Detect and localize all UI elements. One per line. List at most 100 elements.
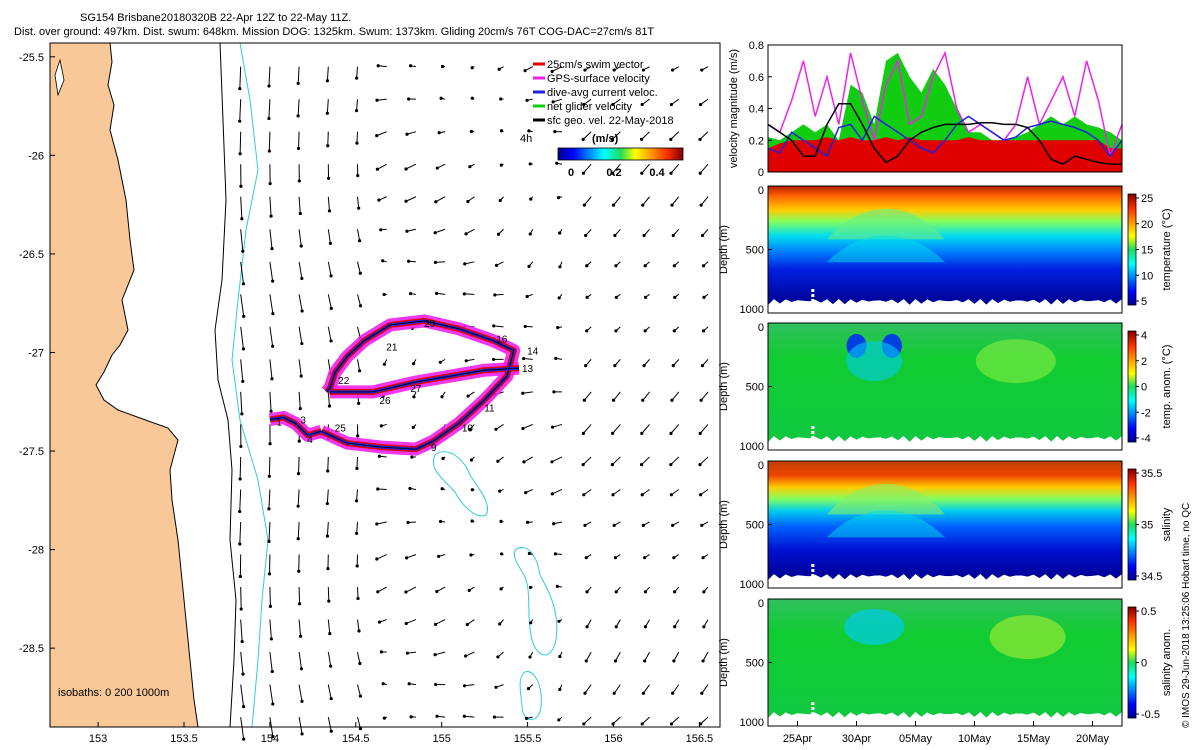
geo-arrowhead — [584, 659, 588, 663]
geo-arrowhead — [296, 114, 300, 118]
geo-arrowhead — [439, 96, 443, 100]
geo-arrowhead — [669, 102, 673, 107]
waypoint-label: 14 — [527, 347, 539, 358]
geo-arrowhead — [526, 520, 530, 524]
geo-arrow — [434, 228, 446, 234]
geo-arrow — [612, 716, 621, 725]
colorbar-tick-label: -2 — [1141, 407, 1151, 419]
geo-arrowhead — [701, 556, 705, 560]
geo-arrowhead — [670, 68, 675, 72]
geo-arrowhead — [404, 167, 408, 171]
geo-arrow — [327, 619, 331, 634]
geo-arrowhead — [671, 233, 675, 238]
geo-arrowhead — [409, 715, 413, 719]
date-tick-label: 30Apr — [842, 733, 872, 745]
map-ytick-label: -26.5 — [19, 249, 44, 261]
geo-arrowhead — [325, 79, 330, 83]
colorbar-tick-label: 2 — [1141, 356, 1147, 368]
geo-arrowhead — [382, 716, 386, 720]
geo-arrowhead — [437, 131, 441, 135]
geo-arrow — [670, 456, 680, 465]
geo-arrowhead — [267, 507, 271, 511]
geo-arrowhead — [639, 462, 644, 467]
geo-arrowhead — [700, 233, 705, 238]
date-tick-label: 10May — [958, 733, 992, 745]
waypoint-label: 20 — [424, 319, 436, 330]
geo-arrow — [239, 521, 242, 545]
colorbar-tick-label: 20 — [1141, 219, 1153, 231]
geo-arrowhead — [300, 732, 304, 736]
geo-arrowhead — [499, 129, 504, 133]
geo-arrowhead — [585, 295, 589, 299]
geo-arrowhead — [673, 590, 677, 594]
geo-arrowhead — [521, 391, 525, 395]
geo-arrowhead — [267, 539, 271, 543]
section-field — [768, 186, 1122, 305]
geo-arrowhead — [327, 404, 332, 408]
legend-label-dac: dive-avg current veloc. — [547, 87, 658, 99]
map-xtick-label: 156.5 — [686, 733, 714, 745]
date-tick-label: 05May — [899, 733, 933, 745]
geo-arrow — [522, 423, 533, 429]
geo-arrow — [239, 456, 242, 479]
geo-arrowhead — [470, 96, 474, 100]
geo-arrowhead — [525, 294, 529, 299]
geo-arrowhead — [702, 625, 706, 629]
geo-arrow — [701, 684, 709, 694]
geo-arrow — [583, 716, 592, 725]
geo-arrow — [356, 521, 359, 534]
colorbar-tick-label: 34.5 — [1141, 571, 1162, 583]
geo-arrowhead — [327, 599, 331, 603]
geo-arrow — [641, 424, 650, 434]
geo-arrowhead — [640, 493, 644, 497]
geo-arrowhead — [296, 472, 301, 476]
geo-arrowhead — [329, 339, 333, 343]
geo-arrowhead — [552, 390, 556, 394]
section-panel-temperature: 0 500 1000 Depth (m) 25 20 15 10 5 temperature (°… — [718, 185, 1173, 316]
geo-arrowhead — [404, 199, 408, 203]
geo-arrowhead — [438, 519, 443, 524]
geo-arrow — [356, 66, 359, 79]
section-ytick-label: 1000 — [740, 441, 764, 453]
geo-arrowhead — [582, 203, 586, 207]
geo-arrow — [239, 489, 242, 512]
geo-arrowhead — [700, 691, 704, 695]
geo-arrow — [297, 489, 300, 507]
geo-arrow — [269, 229, 273, 249]
geo-arrowhead — [358, 661, 362, 666]
geo-arrowhead — [523, 68, 527, 73]
salty-anomaly — [989, 615, 1066, 660]
map-colorbar-tick: 0 — [568, 167, 574, 179]
colorbar-tick-label: 5 — [1141, 296, 1147, 308]
geo-arrow — [435, 196, 446, 203]
geo-arrowhead — [440, 64, 445, 69]
geo-arrowhead — [583, 68, 587, 72]
geo-arrowhead — [558, 231, 562, 235]
vel-ytick-label: 0 — [758, 167, 764, 179]
eddy-feature — [827, 510, 945, 538]
map-ytick-label: -27.5 — [19, 446, 44, 458]
geo-arrowhead — [553, 130, 557, 134]
geo-arrowhead — [669, 171, 673, 175]
geo-arrowhead — [434, 682, 438, 687]
geo-arrow — [551, 456, 563, 463]
geo-arrowhead — [497, 67, 501, 71]
geo-arrow — [298, 359, 302, 377]
geo-arrowhead — [433, 260, 438, 265]
eddy-feature — [827, 483, 945, 515]
geo-arrow — [357, 294, 361, 306]
geo-arrowhead — [239, 184, 243, 188]
geo-arrowhead — [440, 487, 444, 491]
geo-arrowhead — [614, 590, 618, 594]
geo-arrowhead — [355, 466, 359, 470]
geo-arrowhead — [241, 347, 246, 351]
geo-arrow — [642, 391, 650, 401]
geo-arrowhead — [522, 356, 526, 361]
colorbar-tick-label: 0.5 — [1141, 606, 1156, 618]
map-ytick-label: -25.5 — [19, 52, 44, 64]
geo-arrow — [700, 716, 709, 725]
geo-arrowhead — [296, 537, 300, 541]
geo-arrowhead — [611, 493, 615, 497]
geo-arrowhead — [375, 167, 380, 171]
geo-arrowhead — [498, 622, 502, 626]
